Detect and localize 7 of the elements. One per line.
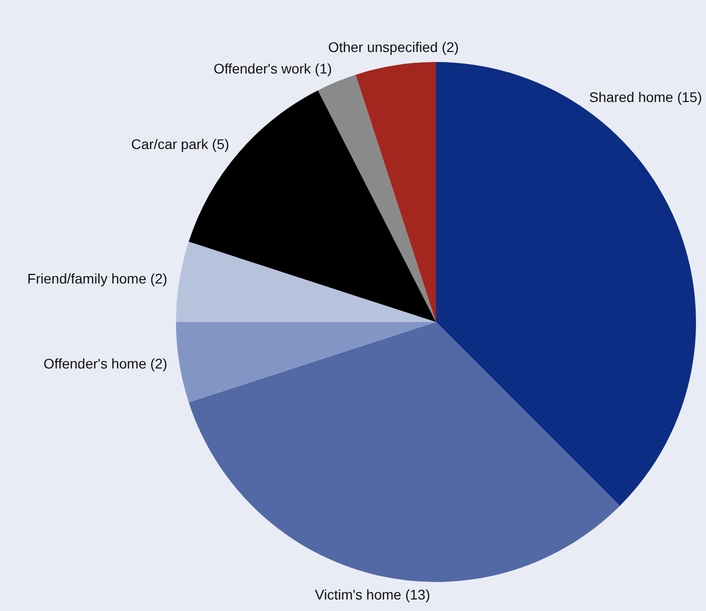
slice-label: Offender's work (1) — [214, 60, 332, 77]
slice-label: Other unspecified (2) — [328, 39, 459, 56]
slice-label: Friend/family home (2) — [27, 270, 168, 286]
slice-label: Offender's home (2) — [44, 355, 168, 372]
slice-label: Car/car park (5) — [131, 136, 230, 152]
slice-label: Victim's home (13) — [314, 586, 430, 602]
slice-label: Shared home (15) — [589, 88, 702, 105]
